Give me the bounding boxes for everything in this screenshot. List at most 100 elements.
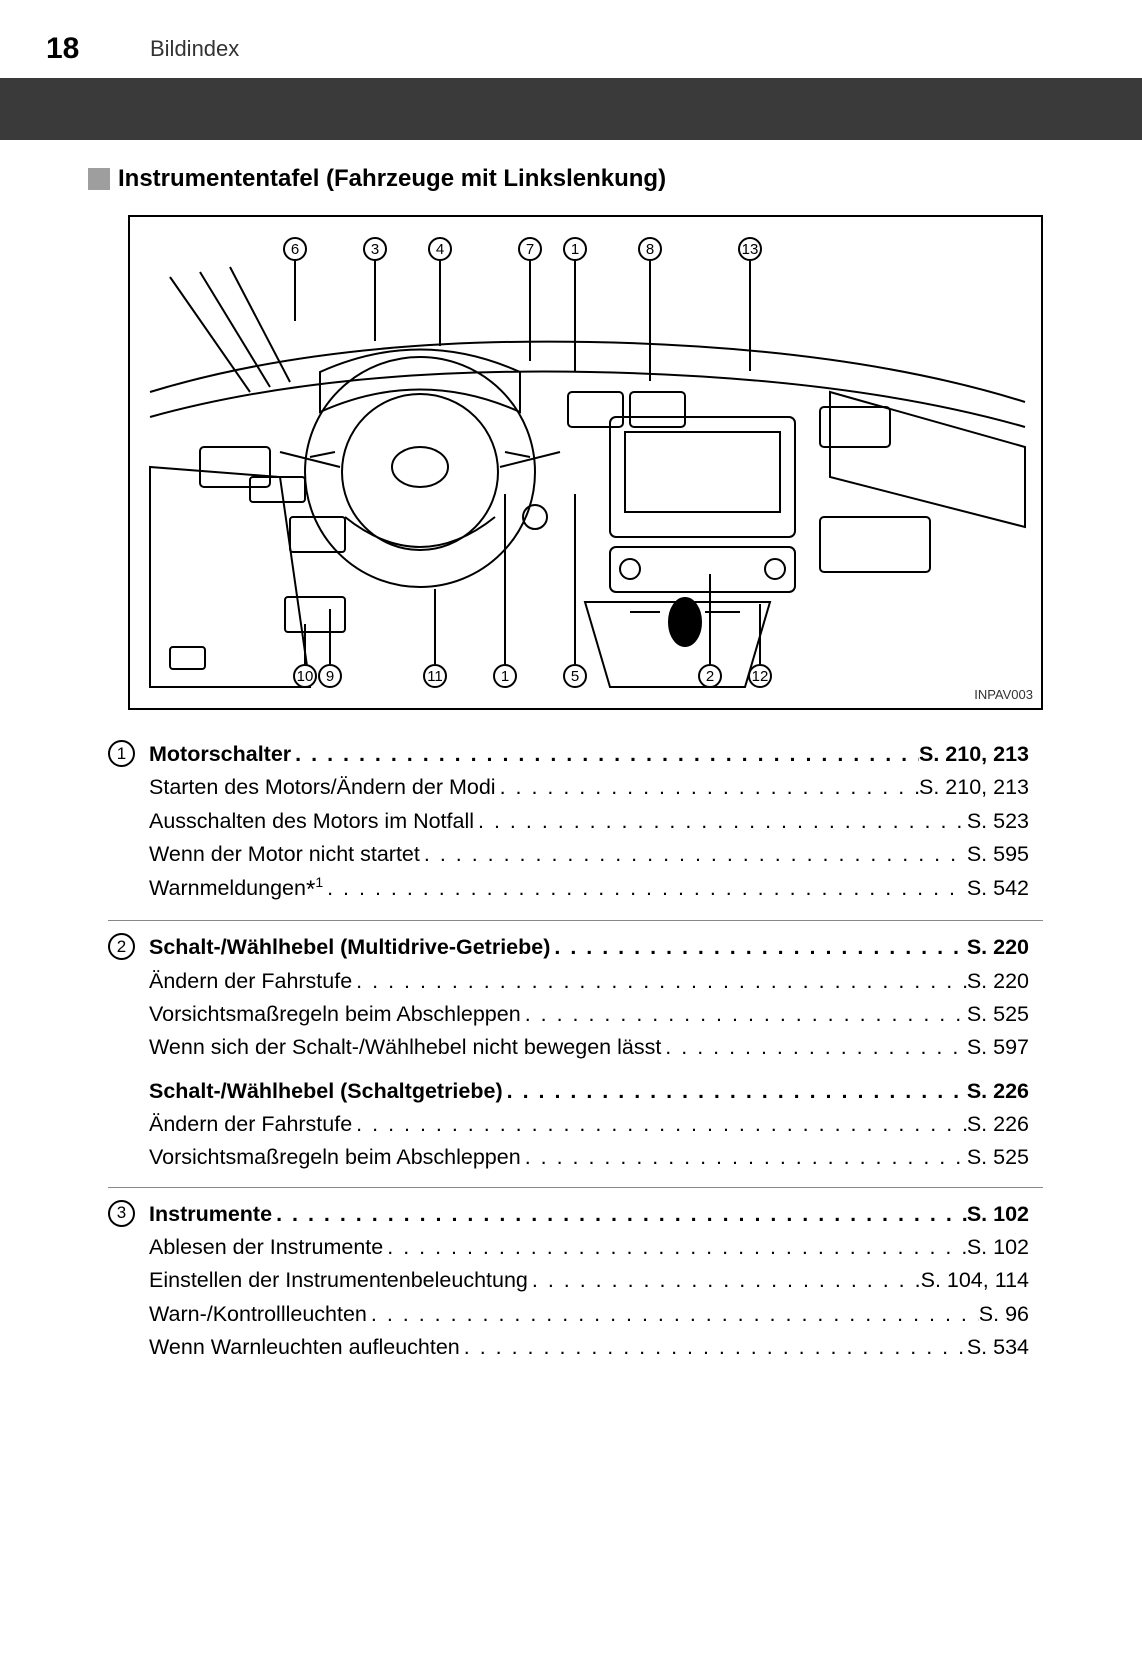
callout-number: 3 — [363, 237, 387, 261]
callout-number: 1 — [563, 237, 587, 261]
index-sub-line: Ausschalten des Motors im Notfall. . . .… — [149, 805, 1029, 838]
index-line-page: S. 102 — [967, 1231, 1029, 1264]
index-line-page: S. 220 — [967, 965, 1029, 998]
index-item-body: Instrumente. . . . . . . . . . . . . . .… — [149, 1198, 1043, 1365]
index-heading-line: Instrumente. . . . . . . . . . . . . . .… — [149, 1198, 1029, 1231]
index-heading-line: Motorschalter. . . . . . . . . . . . . .… — [149, 738, 1029, 771]
index-line-page: S. 525 — [967, 1141, 1029, 1174]
leader-dots: . . . . . . . . . . . . . . . . . . . . … — [521, 1141, 967, 1174]
index-line-label: Starten des Motors/Ändern der Modi — [149, 771, 496, 804]
leader-dots: . . . . . . . . . . . . . . . . . . . . … — [323, 872, 967, 905]
index-line-page: S. 542 — [967, 872, 1029, 905]
callout-leader — [574, 494, 576, 664]
leader-dots: . . . . . . . . . . . . . . . . . . . . … — [521, 998, 967, 1031]
index-line-label: Warnmeldungen*1 — [149, 871, 323, 908]
diagram-callout: 7 — [518, 237, 542, 361]
index-line-page: S. 226 — [967, 1108, 1029, 1141]
section-title: Instrumententafel (Fahrzeuge mit Linksle… — [118, 165, 666, 193]
diagram-callout: 10 — [293, 624, 317, 688]
diagram-callout: 13 — [738, 237, 762, 371]
callout-leader — [329, 609, 331, 664]
index-line-label: Einstellen der Instrumentenbeleuchtung — [149, 1264, 528, 1297]
index-sub-line: Vorsichtsmaßregeln beim Abschleppen. . .… — [149, 1141, 1029, 1174]
diagram-callout: 6 — [283, 237, 307, 321]
index-line-label: Motorschalter — [149, 738, 291, 771]
index-line-label: Wenn Warnleuchten aufleuchten — [149, 1331, 460, 1364]
index-line-label: Wenn sich der Schalt-/Wählhebel nicht be… — [149, 1031, 661, 1064]
callout-leader — [574, 261, 576, 371]
index-sub-line: Wenn Warnleuchten aufleuchten. . . . . .… — [149, 1331, 1029, 1364]
diagram-callout: 8 — [638, 237, 662, 381]
leader-dots: . . . . . . . . . . . . . . . . . . . . … — [503, 1075, 967, 1108]
callout-leader — [709, 574, 711, 664]
header-strip — [0, 78, 1142, 140]
index-group: Schalt-/Wählhebel (Multidrive-Getriebe).… — [149, 931, 1043, 1064]
index-sub-line: Warn-/Kontrollleuchten. . . . . . . . . … — [149, 1298, 1029, 1331]
index-line-page: S. 210, 213 — [919, 738, 1029, 771]
index-item-body: Schalt-/Wählhebel (Multidrive-Getriebe).… — [149, 931, 1043, 1174]
leader-dots: . . . . . . . . . . . . . . . . . . . . … — [272, 1198, 967, 1231]
diagram-callout: 1 — [563, 237, 587, 371]
diagram-callout: 9 — [318, 609, 342, 688]
index-item: 3Instrumente. . . . . . . . . . . . . . … — [108, 1188, 1043, 1377]
index-badge: 2 — [108, 933, 135, 960]
index-line-label: Schalt-/Wählhebel (Schaltgetriebe) — [149, 1075, 503, 1108]
callout-number: 7 — [518, 237, 542, 261]
diagram-callout: 2 — [698, 574, 722, 688]
callout-leader — [749, 261, 751, 371]
leader-dots: . . . . . . . . . . . . . . . . . . . . … — [420, 838, 967, 871]
dashboard-diagram: 63471813 1091115212 INPAV003 — [128, 215, 1043, 710]
index-line-page: S. 525 — [967, 998, 1029, 1031]
index-line-label: Wenn der Motor nicht startet — [149, 838, 420, 871]
index-group: Instrumente. . . . . . . . . . . . . . .… — [149, 1198, 1043, 1365]
index-line-label: Ausschalten des Motors im Notfall — [149, 805, 474, 838]
callout-number: 5 — [563, 664, 587, 688]
callout-number: 13 — [738, 237, 762, 261]
index-line-label: Schalt-/Wählhebel (Multidrive-Getriebe) — [149, 931, 550, 964]
index-item: 2 Schalt-/Wählhebel (Multidrive-Getriebe)… — [108, 921, 1043, 1187]
index-sub-line: Ändern der Fahrstufe. . . . . . . . . . … — [149, 1108, 1029, 1141]
index-item: 1Motorschalter. . . . . . . . . . . . . … — [108, 728, 1043, 921]
leader-dots: . . . . . . . . . . . . . . . . . . . . … — [550, 931, 966, 964]
diagram-callout: 3 — [363, 237, 387, 341]
title-marker-icon — [88, 168, 110, 190]
callout-leader — [434, 589, 436, 664]
callout-number: 8 — [638, 237, 662, 261]
index-line-page: S. 597 — [967, 1031, 1029, 1064]
page-number: 18 — [46, 32, 79, 66]
index-line-label: Instrumente — [149, 1198, 272, 1231]
leader-dots: . . . . . . . . . . . . . . . . . . . . … — [383, 1231, 967, 1264]
index-line-label: Ablesen der Instrumente — [149, 1231, 383, 1264]
callout-leader — [439, 261, 441, 346]
leader-dots: . . . . . . . . . . . . . . . . . . . . … — [460, 1331, 967, 1364]
index-line-page: S. 220 — [967, 931, 1029, 964]
index-item-body: Motorschalter. . . . . . . . . . . . . .… — [149, 738, 1043, 908]
page-header: 18 Bildindex — [0, 0, 1142, 130]
index-sub-line: Ablesen der Instrumente. . . . . . . . .… — [149, 1231, 1029, 1264]
callout-number: 4 — [428, 237, 452, 261]
callout-number: 10 — [293, 664, 317, 688]
index-line-page: S. 534 — [967, 1331, 1029, 1364]
leader-dots: . . . . . . . . . . . . . . . . . . . . … — [291, 738, 919, 771]
section-name: Bildindex — [150, 36, 239, 62]
callout-leader — [304, 624, 306, 664]
manual-page: 18 Bildindex Instrumententafel (Fahrzeug… — [0, 0, 1142, 1654]
index-sub-line: Vorsichtsmaßregeln beim Abschleppen. . .… — [149, 998, 1029, 1031]
leader-dots: . . . . . . . . . . . . . . . . . . . . … — [496, 771, 919, 804]
callout-number: 2 — [698, 664, 722, 688]
index-sub-line: Einstellen der Instrumentenbeleuchtung. … — [149, 1264, 1029, 1297]
leader-dots: . . . . . . . . . . . . . . . . . . . . … — [352, 965, 967, 998]
index-group: Motorschalter. . . . . . . . . . . . . .… — [149, 738, 1043, 908]
callout-leader — [374, 261, 376, 341]
index-line-page: S. 104, 114 — [921, 1264, 1029, 1297]
callout-leader — [649, 261, 651, 381]
index-line-label: Ändern der Fahrstufe — [149, 1108, 352, 1141]
index-sub-line: Wenn sich der Schalt-/Wählhebel nicht be… — [149, 1031, 1029, 1064]
diagram-callout: 4 — [428, 237, 452, 346]
callout-leader — [759, 604, 761, 664]
index-sub-line: Wenn der Motor nicht startet. . . . . . … — [149, 838, 1029, 871]
index-line-label: Vorsichtsmaßregeln beim Abschleppen — [149, 1141, 521, 1174]
diagram-callout: 1 — [493, 494, 517, 688]
callout-number: 1 — [493, 664, 517, 688]
index-line-page: S. 226 — [967, 1075, 1029, 1108]
